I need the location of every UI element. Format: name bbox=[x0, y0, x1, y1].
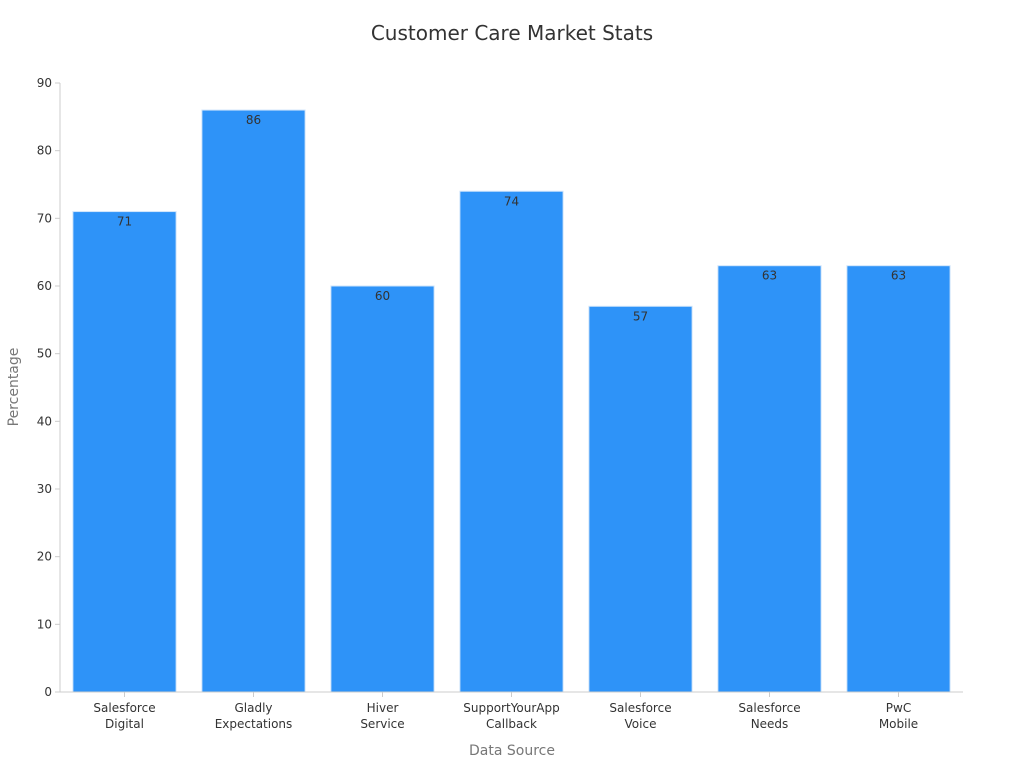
y-tick-label-7: 70 bbox=[37, 211, 52, 225]
x-tick-label-3-1: Callback bbox=[486, 717, 537, 731]
axes-layer bbox=[55, 82, 963, 697]
x-tick-label-6-1: Mobile bbox=[879, 717, 918, 731]
x-tick-label-2-0: Hiver bbox=[367, 701, 399, 715]
x-tick-label-5-1: Needs bbox=[751, 717, 789, 731]
x-tick-label-1-0: Gladly bbox=[234, 701, 272, 715]
x-tick-label-2-1: Service bbox=[360, 717, 404, 731]
y-tick-label-1: 10 bbox=[37, 617, 52, 631]
y-axis-title: Percentage bbox=[6, 348, 22, 427]
x-tick-label-0-0: Salesforce bbox=[93, 701, 155, 715]
x-tick-label-6-0: PwC bbox=[886, 701, 911, 715]
bar-5 bbox=[717, 265, 822, 693]
bar-value-label-2: 60 bbox=[375, 289, 390, 303]
bar-value-label-6: 63 bbox=[891, 269, 906, 283]
bar-3 bbox=[459, 190, 564, 693]
bar-value-label-3: 74 bbox=[504, 194, 519, 208]
labels-layer: 71 Salesforce Digital 86 Gladly Expectations 6… bbox=[37, 76, 918, 731]
bar-value-label-5: 63 bbox=[762, 269, 777, 283]
bar-2 bbox=[330, 285, 435, 693]
x-tick-label-4-0: Salesforce bbox=[609, 701, 671, 715]
y-tick-label-2: 20 bbox=[37, 550, 52, 564]
bar-0 bbox=[72, 211, 177, 693]
y-tick-label-4: 40 bbox=[37, 414, 52, 428]
x-tick-label-4-1: Voice bbox=[625, 717, 657, 731]
bar-value-label-1: 86 bbox=[246, 113, 261, 127]
bar-1 bbox=[201, 109, 306, 693]
bar-6 bbox=[846, 265, 951, 693]
x-tick-label-5-0: Salesforce bbox=[738, 701, 800, 715]
bars-layer bbox=[72, 109, 951, 693]
y-tick-label-0: 0 bbox=[44, 685, 52, 699]
y-tick-label-3: 30 bbox=[37, 482, 52, 496]
x-tick-label-1-1: Expectations bbox=[215, 717, 293, 731]
x-tick-label-0-1: Digital bbox=[105, 717, 144, 731]
bar-value-label-0: 71 bbox=[117, 215, 132, 229]
chart-title: Customer Care Market Stats bbox=[371, 21, 653, 45]
bar-value-label-4: 57 bbox=[633, 309, 648, 323]
y-tick-label-9: 90 bbox=[37, 76, 52, 90]
y-tick-label-8: 80 bbox=[37, 144, 52, 158]
x-axis-title: Data Source bbox=[469, 743, 555, 759]
x-tick-label-3-0: SupportYourApp bbox=[463, 701, 560, 715]
y-tick-label-5: 50 bbox=[37, 347, 52, 361]
bar-4 bbox=[588, 305, 693, 693]
y-tick-label-6: 60 bbox=[37, 279, 52, 293]
